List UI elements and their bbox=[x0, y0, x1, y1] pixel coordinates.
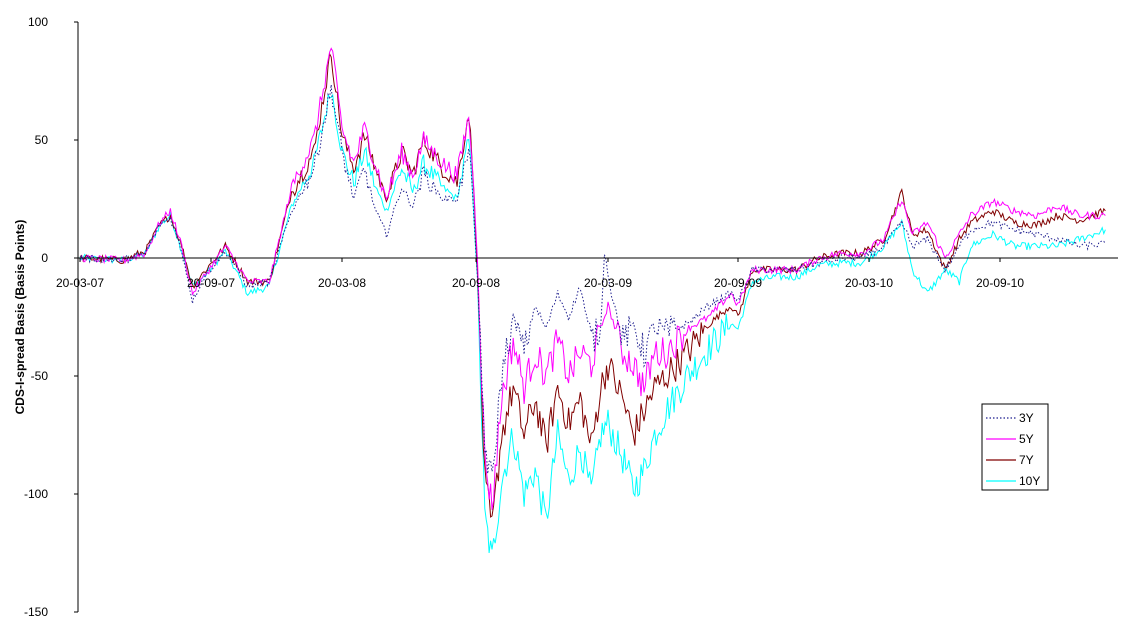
x-tick-label: 20-09-10 bbox=[976, 276, 1024, 290]
legend-label-7y: 7Y bbox=[1019, 453, 1034, 467]
series-line-5y bbox=[79, 47, 1106, 510]
y-ticks: 100 50 0 -50 -100 -150 bbox=[24, 15, 78, 619]
y-tick-label: -150 bbox=[24, 605, 48, 619]
legend-label-10y: 10Y bbox=[1019, 474, 1040, 488]
x-tick-label: 20-09-09 bbox=[714, 276, 762, 290]
y-tick-label: 50 bbox=[35, 133, 49, 147]
y-tick-label: 100 bbox=[28, 15, 48, 29]
legend-label-5y: 5Y bbox=[1019, 432, 1034, 446]
x-tick-label: 20-03-09 bbox=[584, 276, 632, 290]
series-line-7y bbox=[79, 52, 1106, 518]
series-line-10y bbox=[79, 93, 1106, 554]
x-tick-label: 20-03-08 bbox=[318, 276, 366, 290]
x-tick-label: 20-03-10 bbox=[845, 276, 893, 290]
x-tick-label: 20-03-07 bbox=[56, 276, 104, 290]
y-tick-label: 0 bbox=[41, 251, 48, 265]
legend-label-3y: 3Y bbox=[1019, 411, 1034, 425]
series-layer bbox=[79, 47, 1106, 554]
legend: 3Y 5Y 7Y 10Y bbox=[981, 403, 1049, 491]
x-tick-label: 20-09-07 bbox=[187, 276, 235, 290]
x-tick-label: 20-09-08 bbox=[452, 276, 500, 290]
x-ticks: 20-03-07 20-09-07 20-03-08 20-09-08 20-03-09… bbox=[56, 258, 1024, 290]
y-tick-label: -100 bbox=[24, 487, 48, 501]
y-axis-label: CDS-I-spread Basis (Basis Points) bbox=[13, 220, 27, 415]
y-tick-label: -50 bbox=[31, 369, 49, 383]
series-line-3y bbox=[79, 84, 1106, 474]
